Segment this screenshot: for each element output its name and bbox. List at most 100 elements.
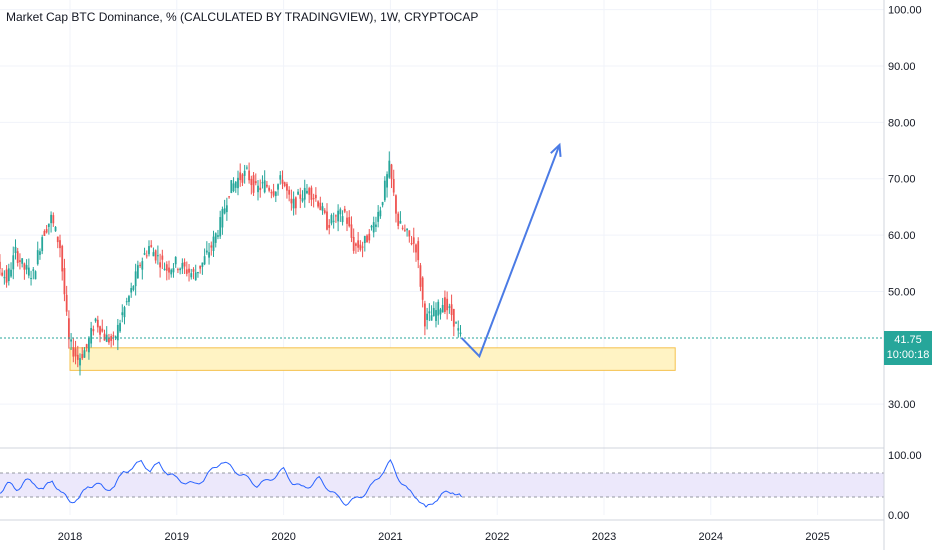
candle-body: [228, 196, 230, 198]
candle-body: [154, 250, 157, 261]
candle-body: [83, 350, 86, 358]
candle-body: [435, 310, 437, 321]
candle-body: [257, 185, 259, 193]
candle-body: [121, 312, 124, 316]
candle-body: [308, 188, 311, 195]
candle-body: [452, 309, 455, 327]
candle-body: [270, 192, 273, 194]
candle-body: [96, 319, 99, 328]
candle-body: [74, 348, 77, 357]
candle-body: [12, 255, 15, 270]
candle-body: [208, 252, 210, 258]
candle-body: [217, 235, 219, 237]
price-tag-value: 41.75: [894, 334, 922, 346]
candle-body: [61, 245, 64, 272]
candle-body: [292, 198, 295, 209]
x-tick-label: 2021: [378, 531, 402, 543]
candle-body: [143, 253, 146, 255]
candle-body: [348, 217, 351, 227]
candle-body: [112, 335, 115, 337]
candle-body: [30, 278, 32, 280]
candle-body: [152, 252, 155, 257]
y-tick-label: 80.00: [888, 117, 916, 129]
candle-body: [328, 224, 331, 228]
candle-body: [444, 297, 446, 312]
candle-body: [406, 228, 408, 231]
candle-body: [203, 256, 206, 265]
candle-body: [314, 194, 317, 199]
candle-body: [25, 265, 28, 270]
candle-body: [254, 181, 257, 184]
candle-body: [272, 190, 275, 196]
candle-body: [459, 332, 462, 335]
candle-body: [76, 354, 79, 360]
candle-body: [372, 222, 375, 233]
candle-body: [32, 269, 35, 271]
candle-body: [437, 301, 440, 316]
candle-body: [125, 301, 128, 303]
candle-body: [299, 194, 302, 199]
candle-body: [430, 315, 433, 321]
candle-body: [214, 233, 217, 243]
candle-body: [172, 268, 175, 273]
candle-body: [386, 174, 388, 188]
rsi-tick-label: 100.00: [888, 450, 922, 462]
candle-body: [428, 311, 431, 314]
candle-body: [183, 261, 186, 267]
candle-body: [294, 197, 297, 209]
candle-body: [99, 326, 101, 335]
candle-body: [277, 184, 279, 190]
candle-body: [457, 328, 460, 331]
candle-body: [210, 245, 213, 248]
candle-body: [219, 217, 222, 237]
candle-body: [145, 255, 148, 257]
candle-body: [283, 182, 286, 187]
rsi-line: [0, 459, 463, 508]
candle-body: [355, 243, 357, 246]
candle-body: [5, 269, 8, 283]
support-zone-rect: [69, 347, 676, 371]
candle-body: [132, 286, 135, 290]
candle-body: [361, 246, 364, 248]
candle-body: [379, 210, 382, 217]
candle-body: [279, 175, 282, 180]
candle-body: [281, 179, 284, 184]
candle-body: [27, 267, 30, 276]
candle-body: [201, 262, 204, 267]
candle-body: [36, 250, 39, 265]
candle-body: [323, 210, 326, 213]
chart-title: Market Cap BTC Dominance, % (CALCULATED …: [6, 10, 479, 24]
candle-body: [168, 267, 170, 273]
candle-body: [1, 272, 4, 276]
candle-body: [19, 260, 21, 262]
candle-body: [114, 336, 117, 338]
candle-body: [288, 189, 291, 195]
price-tag-countdown: 10:00:18: [886, 349, 930, 361]
candle-body: [263, 180, 266, 193]
candle-body: [426, 313, 429, 320]
candle-body: [330, 215, 333, 224]
x-tick-label: 2018: [58, 531, 82, 543]
candle-body: [306, 190, 308, 194]
candle-body: [116, 324, 119, 341]
candle-body: [223, 208, 226, 214]
candle-body: [368, 233, 371, 241]
candle-body: [237, 177, 239, 189]
candle-body: [212, 236, 215, 252]
y-tick-label: 70.00: [888, 174, 916, 186]
candle-body: [392, 179, 395, 193]
candle-body: [446, 298, 449, 311]
candle-body: [103, 333, 106, 341]
candle-body: [346, 217, 348, 224]
candle-body: [301, 198, 304, 202]
candle-body: [319, 202, 322, 211]
candle-body: [79, 358, 81, 366]
y-tick-label: 60.00: [888, 230, 916, 242]
candle-body: [390, 164, 393, 180]
candle-body: [90, 327, 93, 344]
candle-body: [377, 211, 380, 222]
candle-body: [88, 338, 90, 353]
rsi-tick-label: 0.00: [888, 510, 909, 522]
arrow-line: [460, 144, 561, 359]
